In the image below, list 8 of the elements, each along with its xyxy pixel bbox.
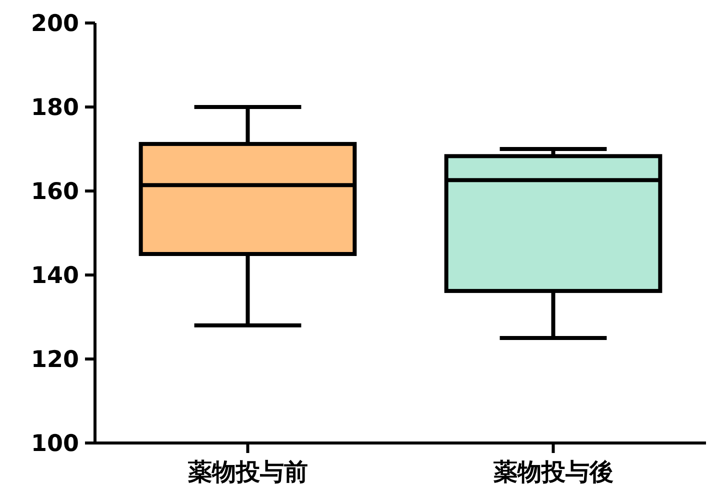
y-tick-label: 180 bbox=[30, 95, 79, 121]
y-tick-label: 140 bbox=[30, 263, 79, 289]
x-tick-label: 薬物投与前 bbox=[186, 458, 308, 486]
y-tick-label: 160 bbox=[30, 179, 79, 205]
x-tick-label: 薬物投与後 bbox=[492, 458, 614, 486]
y-tick-label: 200 bbox=[30, 11, 79, 37]
y-tick-label: 100 bbox=[30, 431, 79, 457]
y-tick-label: 120 bbox=[30, 347, 79, 373]
